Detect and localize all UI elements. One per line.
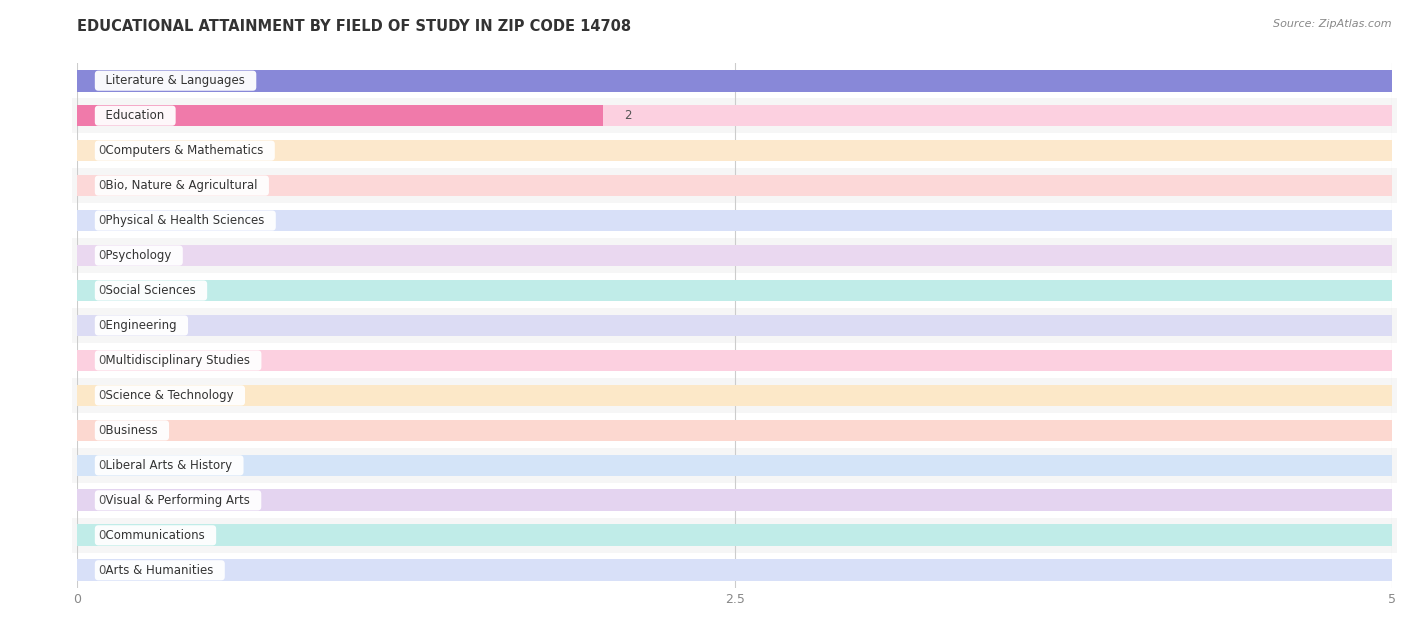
Text: 0: 0 xyxy=(98,564,105,577)
Bar xyxy=(72,483,1398,518)
Bar xyxy=(77,525,1392,546)
Bar xyxy=(72,378,1398,413)
Text: 0: 0 xyxy=(98,354,105,367)
Bar xyxy=(77,70,1392,92)
Bar xyxy=(77,105,1392,126)
Text: 0: 0 xyxy=(98,494,105,507)
Text: Education: Education xyxy=(98,109,172,122)
Text: 0: 0 xyxy=(98,389,105,402)
Text: Computers & Mathematics: Computers & Mathematics xyxy=(98,144,271,157)
Text: 0: 0 xyxy=(98,529,105,542)
Bar xyxy=(77,559,1392,581)
Bar xyxy=(72,343,1398,378)
Bar xyxy=(72,448,1398,483)
Text: Arts & Humanities: Arts & Humanities xyxy=(98,564,221,577)
Text: 0: 0 xyxy=(98,319,105,332)
Bar xyxy=(72,168,1398,203)
Text: Visual & Performing Arts: Visual & Performing Arts xyxy=(98,494,257,507)
Text: 0: 0 xyxy=(98,424,105,437)
Bar xyxy=(77,315,1392,336)
Bar xyxy=(77,454,1392,476)
Text: Engineering: Engineering xyxy=(98,319,184,332)
Text: Liberal Arts & History: Liberal Arts & History xyxy=(98,459,240,472)
Text: EDUCATIONAL ATTAINMENT BY FIELD OF STUDY IN ZIP CODE 14708: EDUCATIONAL ATTAINMENT BY FIELD OF STUDY… xyxy=(77,19,631,34)
Bar xyxy=(72,308,1398,343)
Bar xyxy=(77,490,1392,511)
Bar xyxy=(77,280,1392,301)
Text: Science & Technology: Science & Technology xyxy=(98,389,242,402)
Bar xyxy=(72,203,1398,238)
Bar xyxy=(77,349,1392,371)
Bar xyxy=(77,175,1392,197)
Bar xyxy=(77,105,603,126)
Bar xyxy=(72,413,1398,448)
Text: Communications: Communications xyxy=(98,529,212,542)
Bar xyxy=(72,273,1398,308)
Text: 0: 0 xyxy=(98,284,105,297)
Bar xyxy=(72,133,1398,168)
Text: Multidisciplinary Studies: Multidisciplinary Studies xyxy=(98,354,257,367)
Text: Psychology: Psychology xyxy=(98,249,179,262)
Bar xyxy=(72,98,1398,133)
Bar xyxy=(77,140,1392,161)
Bar xyxy=(72,553,1398,588)
Text: Business: Business xyxy=(98,424,166,437)
Bar xyxy=(72,63,1398,98)
Text: Bio, Nature & Agricultural: Bio, Nature & Agricultural xyxy=(98,179,266,192)
Text: 0: 0 xyxy=(98,249,105,262)
Text: 0: 0 xyxy=(98,144,105,157)
Text: Social Sciences: Social Sciences xyxy=(98,284,204,297)
Bar xyxy=(77,420,1392,441)
Bar xyxy=(72,518,1398,553)
Text: 0: 0 xyxy=(98,214,105,227)
Bar xyxy=(77,70,1392,92)
Bar xyxy=(77,385,1392,406)
Text: 0: 0 xyxy=(98,459,105,472)
Bar xyxy=(72,238,1398,273)
Bar xyxy=(77,245,1392,266)
Text: Literature & Languages: Literature & Languages xyxy=(98,74,253,87)
Bar xyxy=(77,210,1392,231)
Text: 0: 0 xyxy=(98,179,105,192)
Text: Source: ZipAtlas.com: Source: ZipAtlas.com xyxy=(1274,19,1392,29)
Text: 2: 2 xyxy=(624,109,631,122)
Text: Physical & Health Sciences: Physical & Health Sciences xyxy=(98,214,273,227)
